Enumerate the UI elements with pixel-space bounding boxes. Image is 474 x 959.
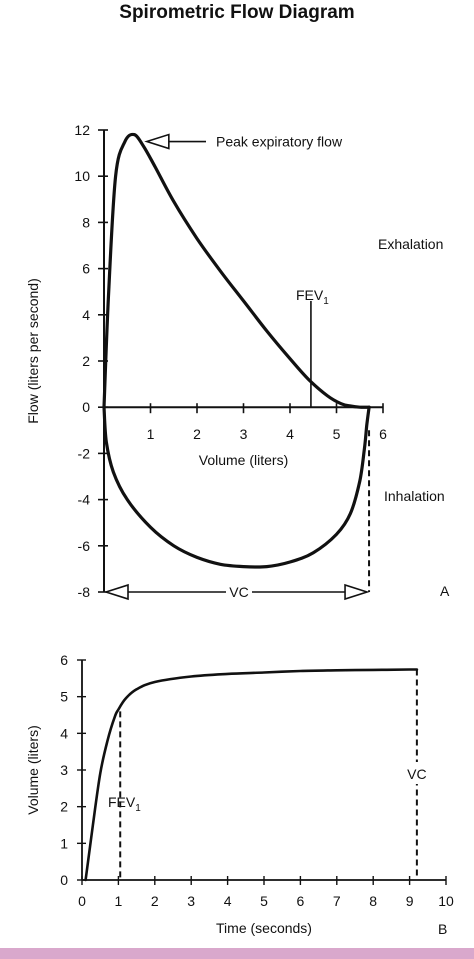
x-tick-label: 5 [333, 426, 341, 442]
x-axis-label: Time (seconds) [216, 920, 312, 936]
x-tick-label: 6 [297, 893, 305, 909]
x-tick-label: 7 [333, 893, 341, 909]
y-tick-label: 5 [60, 689, 68, 705]
x-tick-label: 8 [369, 893, 377, 909]
y-tick-label: 3 [60, 762, 68, 778]
y-tick-label: -8 [78, 584, 91, 600]
panel-b-letter: B [438, 921, 447, 937]
x-tick-label: 4 [286, 426, 294, 442]
x-tick-label: 5 [260, 893, 268, 909]
y-tick-label: 4 [60, 725, 68, 741]
y-tick-label: 6 [82, 261, 90, 277]
x-tick-label: 10 [438, 893, 454, 909]
panel-a-letter: A [440, 583, 450, 599]
x-tick-label: 9 [406, 893, 414, 909]
volume-curve [84, 668, 419, 882]
y-tick-label: 8 [82, 214, 90, 230]
y-axis-label: Flow (liters per second) [25, 278, 41, 424]
peak-flow-arrow-head [144, 133, 170, 150]
exhalation-curve [102, 132, 371, 409]
x-tick-label: 6 [379, 426, 387, 442]
fev1-label: FEV1 [108, 794, 141, 814]
y-tick-label: 0 [60, 872, 68, 888]
fev1-label: FEV1 [296, 287, 329, 307]
x-tick-label: 4 [224, 893, 232, 909]
fev1-subscript: 1 [323, 296, 329, 307]
x-tick-label: 1 [147, 426, 155, 442]
x-axis-label: Volume (liters) [199, 452, 288, 468]
x-tick-label: 3 [240, 426, 248, 442]
inhalation-curve [102, 405, 371, 569]
inhalation-label: Inhalation [384, 488, 445, 504]
vc-left-arrow-head [103, 583, 129, 601]
y-tick-label: -4 [78, 492, 91, 508]
x-tick-label: 2 [151, 893, 159, 909]
vc-label-backdrop [402, 762, 431, 784]
vc-label: VC [407, 766, 426, 782]
y-tick-label: 1 [60, 835, 68, 851]
y-tick-label: 2 [82, 353, 90, 369]
vc-right-arrow-head [344, 583, 370, 601]
y-axis-label: Volume (liters) [25, 725, 41, 814]
y-tick-label: 10 [74, 168, 90, 184]
x-tick-label: 3 [187, 893, 195, 909]
y-tick-label: -6 [78, 538, 91, 554]
peak-flow-label: Peak expiratory flow [216, 134, 343, 150]
vc-label: VC [229, 584, 248, 600]
footer-bar [0, 948, 474, 959]
x-tick-label: 2 [193, 426, 201, 442]
y-tick-label: 0 [82, 399, 90, 415]
page-title: Spirometric Flow Diagram [119, 2, 355, 23]
x-tick-label: 0 [78, 893, 86, 909]
y-tick-label: 6 [60, 652, 68, 668]
y-tick-label: 2 [60, 799, 68, 815]
x-tick-label: 1 [115, 893, 123, 909]
y-tick-label: 12 [74, 122, 90, 138]
exhalation-label: Exhalation [378, 236, 443, 252]
y-tick-label: 4 [82, 307, 90, 323]
y-tick-label: -2 [78, 445, 91, 461]
fev1-subscript: 1 [135, 803, 141, 814]
